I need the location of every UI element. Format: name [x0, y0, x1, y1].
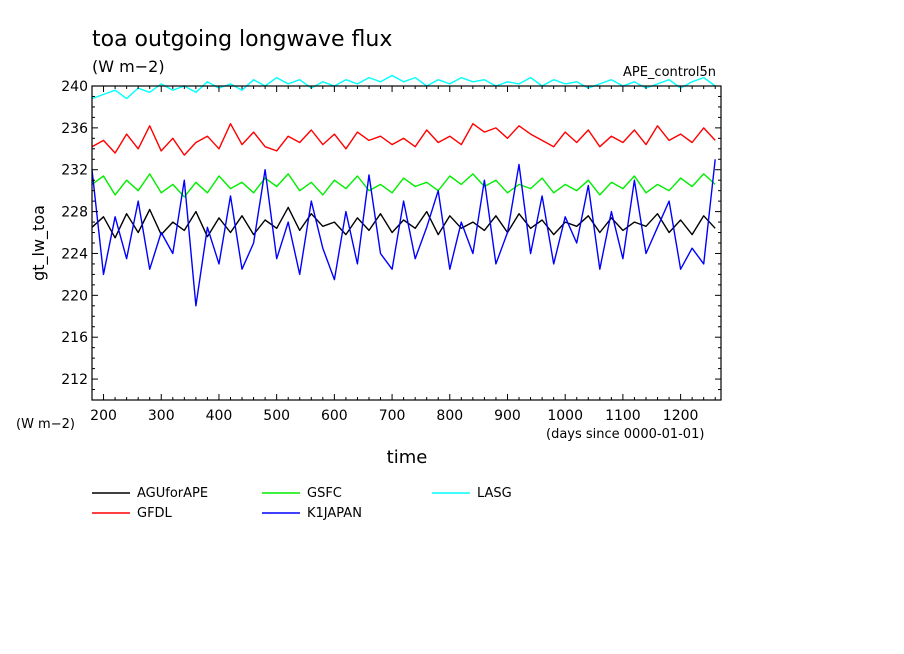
run-label: APE_control5n — [623, 65, 716, 80]
legend-label-aguforape: AGUforAPE — [137, 486, 208, 501]
x-tick-label: 300 — [148, 408, 175, 424]
chart-units: (W m−2) — [92, 57, 165, 76]
y-tick-label: 232 — [61, 163, 88, 179]
series-line-gfdl — [91, 122, 716, 156]
y-tick-label: 216 — [61, 330, 88, 346]
y-tick-label: 240 — [61, 79, 88, 95]
plot-frame — [91, 85, 722, 401]
x-tick-label: 1100 — [605, 408, 641, 424]
y-tick-label: 236 — [61, 121, 88, 137]
x-axis-units: (days since 0000-01-01) — [546, 427, 704, 442]
y-axis-units: (W m−2) — [16, 417, 75, 432]
series-line-gsfc — [91, 173, 716, 198]
x-tick-label: 700 — [379, 408, 406, 424]
y-tick-label: 220 — [61, 288, 88, 304]
y-axis-label: gt_lw_toa — [29, 205, 49, 281]
legend: AGUforAPE GFDL GSFC K1JAPAN LASG — [92, 486, 512, 521]
x-axis: 200 300 400 500 600 700 800 900 1000 1100 1200 — [90, 86, 716, 424]
series-line-k1japan — [91, 159, 716, 307]
series-line-aguforape — [91, 206, 716, 239]
y-axis: 212 216 220 224 228 232 236 240 — [61, 79, 721, 401]
x-tick-label: 200 — [90, 408, 117, 424]
x-axis-label: time — [387, 447, 428, 468]
legend-label-k1japan: K1JAPAN — [307, 506, 362, 521]
x-tick-label: 500 — [263, 408, 290, 424]
x-tick-label: 900 — [494, 408, 521, 424]
legend-label-lasg: LASG — [477, 486, 512, 501]
y-tick-label: 224 — [61, 246, 88, 262]
x-tick-label: 400 — [206, 408, 233, 424]
legend-label-gsfc: GSFC — [307, 486, 342, 501]
y-tick-label: 228 — [61, 205, 88, 221]
x-tick-label: 600 — [321, 408, 348, 424]
series-line-lasg — [91, 74, 716, 100]
legend-label-gfdl: GFDL — [137, 506, 173, 521]
y-tick-label: 212 — [61, 372, 88, 388]
plot-series — [91, 74, 716, 307]
x-tick-label: 1000 — [547, 408, 583, 424]
x-tick-label: 800 — [436, 408, 463, 424]
chart-title: toa outgoing longwave flux — [92, 27, 392, 52]
x-tick-label: 1200 — [663, 408, 699, 424]
